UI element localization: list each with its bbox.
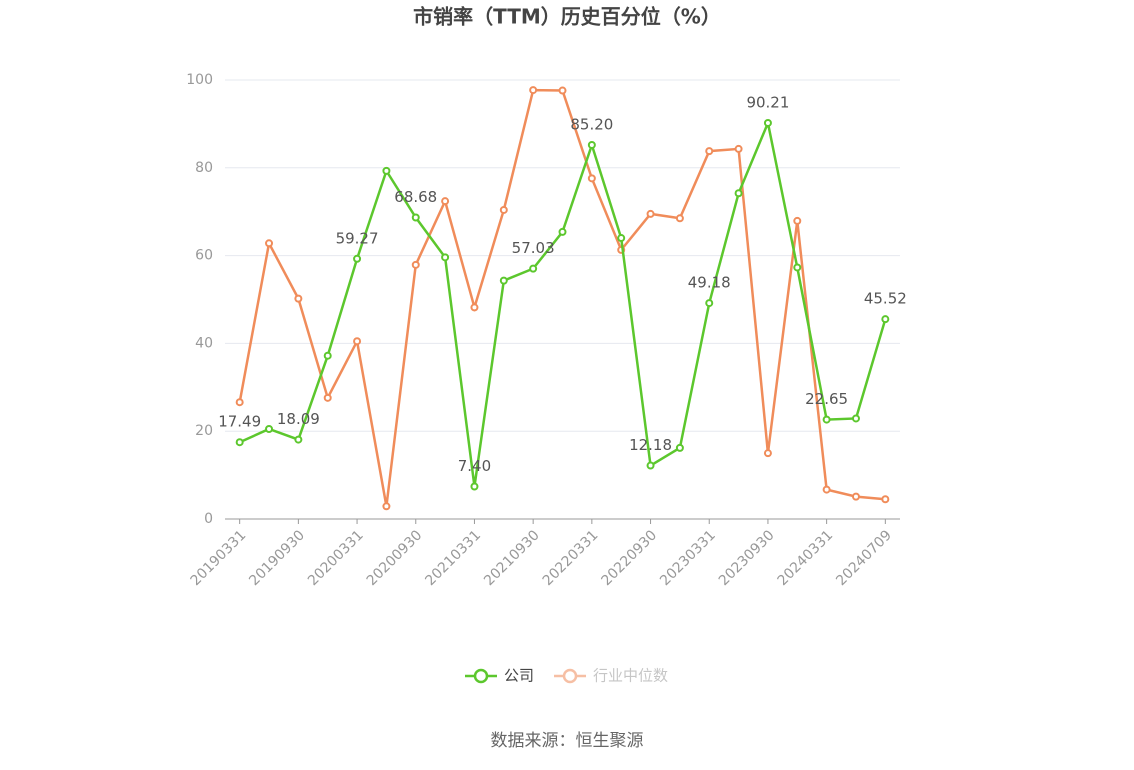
- point: [323, 351, 332, 360]
- point: [705, 147, 714, 156]
- point: [382, 502, 391, 511]
- point: [499, 205, 508, 214]
- x-tick-label: 20240331: [775, 527, 837, 589]
- point: [734, 189, 743, 198]
- point: [881, 315, 890, 324]
- x-tick-label: 20240709: [833, 527, 895, 589]
- point: [323, 393, 332, 402]
- point: [675, 443, 684, 452]
- series-line: [239, 118, 887, 487]
- data-label: 85.20: [570, 115, 613, 133]
- point: [734, 144, 743, 153]
- point: [235, 398, 244, 407]
- point: [470, 482, 479, 491]
- point: [646, 209, 655, 218]
- point: [705, 299, 714, 308]
- point: [353, 337, 362, 346]
- data-label: 57.03: [512, 239, 555, 257]
- x-tick-label: 20190930: [246, 527, 308, 589]
- x-tick-label: 20220331: [540, 527, 602, 589]
- data-label: 17.49: [218, 413, 261, 431]
- point: [294, 435, 303, 444]
- y-tick-label: 20: [195, 423, 213, 439]
- data-label: 59.27: [336, 229, 379, 247]
- y-tick-label: 60: [195, 248, 213, 264]
- x-tick-label: 20190331: [188, 527, 250, 589]
- x-tick-label: 20220930: [598, 527, 660, 589]
- point: [499, 276, 508, 285]
- point: [265, 425, 274, 434]
- point: [675, 214, 684, 223]
- x-tick-label: 20210331: [422, 527, 484, 589]
- x-tick-label: 20230331: [657, 527, 719, 589]
- point: [558, 227, 567, 236]
- legend-marker: [562, 668, 578, 684]
- point: [441, 253, 450, 262]
- data-label: 12.18: [629, 436, 672, 454]
- point: [881, 495, 890, 504]
- legend-label: 公司: [504, 667, 534, 685]
- data-label: 18.09: [277, 410, 320, 428]
- data-label: 90.21: [746, 93, 789, 111]
- point: [617, 234, 626, 243]
- point: [411, 213, 420, 222]
- x-tick-label: 20210930: [481, 527, 543, 589]
- chart-title: 市销率（TTM）历史百分位（%）: [413, 5, 721, 29]
- point: [587, 174, 596, 183]
- y-tick-label: 0: [204, 511, 213, 527]
- point: [235, 438, 244, 447]
- y-tick-label: 80: [195, 160, 213, 176]
- point: [587, 140, 596, 149]
- x-tick-label: 20200930: [364, 527, 426, 589]
- point: [763, 118, 772, 127]
- legend-label: 行业中位数: [593, 667, 668, 685]
- legend-marker: [473, 668, 489, 684]
- point: [558, 86, 567, 95]
- data-label: 22.65: [805, 390, 848, 408]
- x-tick-label: 20200331: [305, 527, 367, 589]
- point: [822, 415, 831, 424]
- point: [793, 216, 802, 225]
- y-tick-label: 40: [195, 335, 213, 351]
- point: [265, 239, 274, 248]
- point: [529, 86, 538, 95]
- legend-item: 行业中位数: [554, 667, 668, 685]
- data-label: 68.68: [394, 188, 437, 206]
- point: [411, 260, 420, 269]
- point: [822, 485, 831, 494]
- source-note: 数据来源：恒生聚源: [491, 731, 644, 751]
- data-label: 49.18: [688, 274, 731, 292]
- point: [851, 414, 860, 423]
- x-tick-label: 20230930: [716, 527, 778, 589]
- point: [851, 492, 860, 501]
- point: [441, 197, 450, 206]
- point: [793, 263, 802, 272]
- y-tick-label: 100: [186, 72, 213, 88]
- point: [382, 166, 391, 175]
- point: [646, 461, 655, 470]
- series-line: [238, 88, 886, 507]
- point: [529, 264, 538, 273]
- point: [470, 303, 479, 312]
- data-label: 7.40: [458, 457, 491, 475]
- legend-item: 公司: [465, 667, 534, 685]
- point: [353, 254, 362, 263]
- point: [294, 294, 303, 303]
- point: [763, 449, 772, 458]
- data-label: 45.52: [864, 290, 907, 308]
